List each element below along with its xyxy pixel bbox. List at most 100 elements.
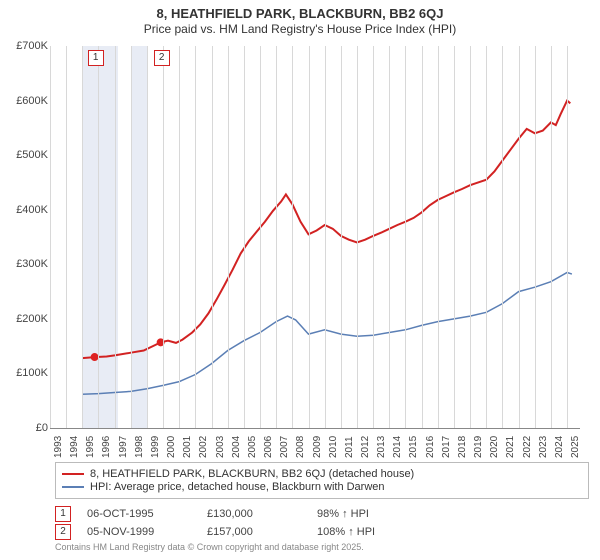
transaction-date: 06-OCT-1995: [87, 508, 207, 520]
x-axis-tick-label: 2016: [425, 436, 436, 458]
x-axis-tick-label: 2012: [360, 436, 371, 458]
legend-swatch: [62, 473, 84, 475]
gridline: [567, 46, 568, 428]
transaction-date: 05-NOV-1999: [87, 526, 207, 538]
gridline: [438, 46, 439, 428]
transaction-index: 2: [55, 524, 71, 540]
gridline: [405, 46, 406, 428]
x-axis-tick-label: 2014: [392, 436, 403, 458]
x-axis-tick-label: 2018: [457, 436, 468, 458]
gridline: [66, 46, 67, 428]
gridline: [244, 46, 245, 428]
gridline: [454, 46, 455, 428]
gridline: [131, 46, 132, 428]
transaction-hpi-pct: 108% ↑ HPI: [317, 526, 437, 538]
x-axis-tick-label: 2024: [554, 436, 565, 458]
gridline: [535, 46, 536, 428]
y-axis-tick-label: £300K: [0, 258, 48, 270]
gridline: [115, 46, 116, 428]
gridline: [486, 46, 487, 428]
chart-svg: [50, 46, 580, 428]
y-axis-tick-label: £600K: [0, 95, 48, 107]
footer-line-1: Contains HM Land Registry data © Crown c…: [55, 542, 364, 552]
gridline: [82, 46, 83, 428]
x-axis-tick-label: 1999: [150, 436, 161, 458]
y-axis-tick-label: £400K: [0, 204, 48, 216]
gridline: [389, 46, 390, 428]
gridline: [292, 46, 293, 428]
legend-item: 8, HEATHFIELD PARK, BLACKBURN, BB2 6QJ (…: [62, 468, 582, 480]
gridline: [163, 46, 164, 428]
gridline: [309, 46, 310, 428]
x-axis-tick-label: 2007: [279, 436, 290, 458]
x-axis-tick-label: 2005: [247, 436, 258, 458]
x-axis-tick-label: 2009: [312, 436, 323, 458]
gridline: [325, 46, 326, 428]
x-axis-tick-label: 2020: [489, 436, 500, 458]
transaction-marker: 2: [154, 50, 170, 66]
plot-area: 12: [50, 46, 580, 429]
gridline: [341, 46, 342, 428]
x-axis-tick-label: 2022: [522, 436, 533, 458]
gridline: [422, 46, 423, 428]
gridline: [470, 46, 471, 428]
gridline: [212, 46, 213, 428]
x-axis-tick-label: 2003: [215, 436, 226, 458]
x-axis-tick-label: 2021: [505, 436, 516, 458]
x-axis-tick-label: 2006: [263, 436, 274, 458]
gridline: [147, 46, 148, 428]
gridline: [195, 46, 196, 428]
x-axis-tick-label: 1997: [118, 436, 129, 458]
x-axis-tick-label: 1994: [69, 436, 80, 458]
legend-item: HPI: Average price, detached house, Blac…: [62, 481, 582, 493]
x-axis-tick-label: 2008: [295, 436, 306, 458]
x-axis-tick-label: 1996: [101, 436, 112, 458]
x-axis-tick-label: 1998: [134, 436, 145, 458]
gridline: [551, 46, 552, 428]
x-axis-tick-label: 2004: [231, 436, 242, 458]
x-axis-tick-label: 2023: [538, 436, 549, 458]
y-axis-tick-label: £200K: [0, 313, 48, 325]
x-axis-tick-label: 2000: [166, 436, 177, 458]
legend-box: 8, HEATHFIELD PARK, BLACKBURN, BB2 6QJ (…: [55, 462, 589, 499]
sale-point-marker: [91, 354, 98, 361]
transaction-hpi-pct: 98% ↑ HPI: [317, 508, 437, 520]
y-axis-tick-label: £0: [0, 422, 48, 434]
x-axis-tick-label: 2013: [376, 436, 387, 458]
gridline: [179, 46, 180, 428]
gridline: [373, 46, 374, 428]
transaction-price: £157,000: [207, 526, 317, 538]
legend-label: 8, HEATHFIELD PARK, BLACKBURN, BB2 6QJ (…: [90, 468, 414, 480]
transaction-index: 1: [55, 506, 71, 522]
x-axis-tick-label: 2002: [198, 436, 209, 458]
y-axis-tick-label: £700K: [0, 40, 48, 52]
y-axis-tick-label: £500K: [0, 149, 48, 161]
gridline: [228, 46, 229, 428]
gridline: [502, 46, 503, 428]
gridline: [519, 46, 520, 428]
series-line-property: [82, 101, 570, 359]
gridline: [98, 46, 99, 428]
x-axis-tick-label: 2011: [344, 436, 355, 458]
chart-subtitle: Price paid vs. HM Land Registry's House …: [0, 22, 600, 36]
legend-label: HPI: Average price, detached house, Blac…: [90, 481, 385, 493]
transaction-price: £130,000: [207, 508, 317, 520]
transaction-row: 2 05-NOV-1999£157,000108% ↑ HPI: [55, 524, 437, 540]
x-axis-tick-label: 2017: [441, 436, 452, 458]
x-axis-tick-label: 2015: [408, 436, 419, 458]
chart-title: 8, HEATHFIELD PARK, BLACKBURN, BB2 6QJ: [0, 0, 600, 21]
gridline: [50, 46, 51, 428]
series-line-hpi: [82, 273, 572, 395]
x-axis-tick-label: 2001: [182, 436, 193, 458]
x-axis-tick-label: 2019: [473, 436, 484, 458]
gridline: [276, 46, 277, 428]
x-axis-tick-label: 1995: [85, 436, 96, 458]
x-axis-tick-label: 2025: [570, 436, 581, 458]
x-axis-tick-label: 2010: [328, 436, 339, 458]
transaction-row: 1 06-OCT-1995£130,00098% ↑ HPI: [55, 506, 437, 522]
x-axis-tick-label: 1993: [53, 436, 64, 458]
transaction-marker: 1: [88, 50, 104, 66]
transactions-table: 1 06-OCT-1995£130,00098% ↑ HPI 2 05-NOV-199…: [55, 504, 437, 542]
gridline: [260, 46, 261, 428]
legend-swatch: [62, 486, 84, 488]
